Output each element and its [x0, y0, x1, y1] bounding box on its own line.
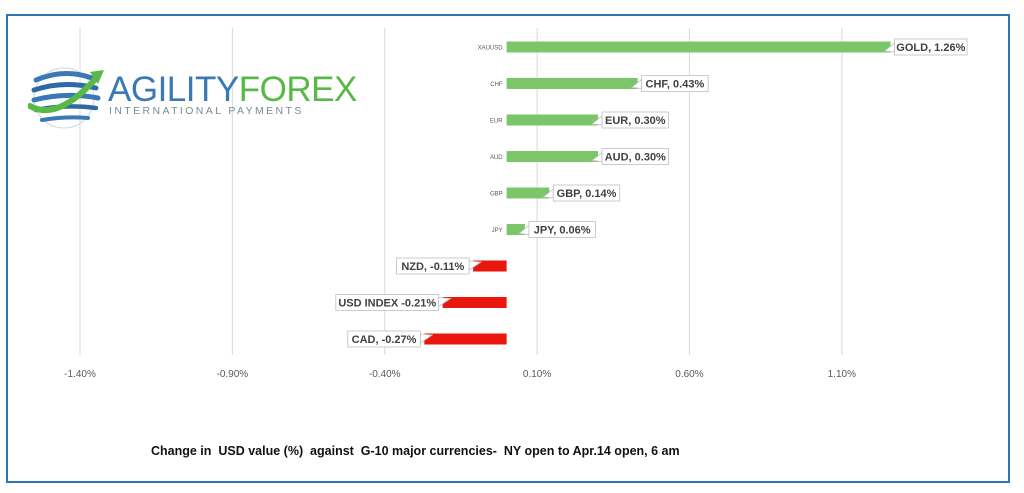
- data-label: AUD, 0.30%: [605, 152, 666, 164]
- category-label: CHF: [490, 82, 503, 88]
- data-label-box: [601, 148, 669, 165]
- bars: [424, 41, 891, 345]
- bar: [506, 151, 599, 162]
- logo-wordmark: AGILITYFOREX: [108, 72, 357, 107]
- data-label: USD INDEX -0.21%: [338, 298, 436, 310]
- data-label: GBP, 0.14%: [557, 188, 617, 200]
- x-tick-label: -1.40%: [64, 369, 96, 380]
- chart-caption: Change in USD value (%) against G-10 maj…: [151, 444, 680, 458]
- category-label: AUD: [490, 155, 503, 161]
- data-label: EUR, 0.30%: [605, 115, 666, 127]
- category-label: JPY: [492, 228, 503, 234]
- data-label-box: [601, 111, 669, 129]
- chart-frame: [6, 14, 1010, 483]
- bar: [506, 78, 638, 89]
- data-labels: GOLD, 1.26% CHF, 0.43% EUR, 0.30% AUD, 0.30…: [335, 38, 968, 348]
- x-axis-ticks: -1.40% -0.90% -0.40% 0.10% 0.60% 1.10%: [64, 369, 856, 380]
- data-label: JPY, 0.06%: [534, 225, 591, 237]
- bar: [506, 114, 599, 126]
- x-tick-label: 0.10%: [523, 369, 551, 380]
- logo-subtitle: INTERNATIONAL PAYMENTS: [109, 105, 304, 117]
- logo-word-forex: FOREX: [238, 70, 358, 109]
- category-labels: XAUUSD CHF EUR AUD GBP JPY: [478, 46, 504, 235]
- category-label: XAUUSD: [478, 46, 504, 52]
- x-tick-label: -0.40%: [369, 369, 401, 380]
- data-label-box: [528, 221, 596, 238]
- globe-swoosh-icon: [28, 67, 104, 129]
- bar: [473, 260, 507, 272]
- data-label: NZD, -0.11%: [401, 261, 464, 273]
- data-label-box: [641, 75, 709, 92]
- bar: [424, 333, 507, 345]
- bar: [506, 224, 525, 235]
- data-label: GOLD, 1.26%: [896, 42, 965, 54]
- data-label-box: [347, 330, 421, 348]
- data-label: CHF, 0.43%: [646, 79, 705, 91]
- bar: [442, 297, 507, 308]
- data-label-box: [335, 294, 440, 311]
- x-tick-label: 1.10%: [828, 369, 856, 380]
- data-label: CAD, -0.27%: [352, 334, 417, 346]
- x-tick-label: 0.60%: [675, 369, 703, 380]
- data-label-box: [894, 38, 968, 56]
- category-label: GBP: [490, 192, 503, 198]
- bar: [506, 187, 550, 199]
- agility-forex-logo: AGILITYFOREX INTERNATIONAL PAYMENTS: [28, 58, 357, 136]
- data-label-box: [396, 257, 470, 275]
- logo-word-agility: AGILITY: [108, 70, 239, 109]
- x-tick-label: -0.90%: [217, 369, 249, 380]
- category-label: EUR: [490, 119, 503, 125]
- data-label-box: [552, 184, 621, 202]
- bar: [506, 41, 891, 53]
